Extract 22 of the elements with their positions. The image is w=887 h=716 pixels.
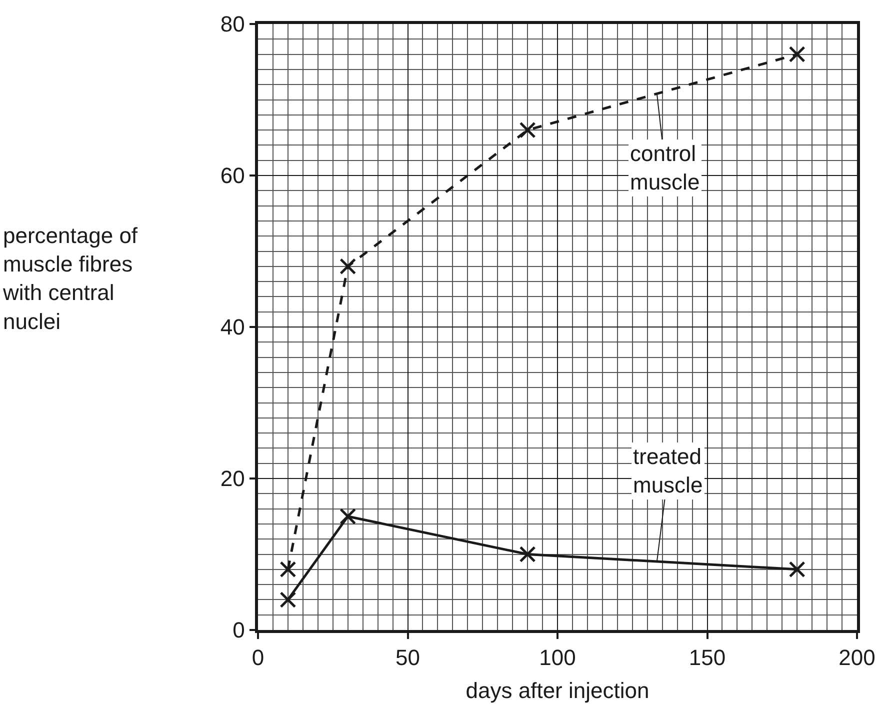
point	[340, 508, 356, 525]
point	[788, 46, 806, 63]
y-tick-label: 20	[220, 466, 245, 492]
x-tick-label: 0	[252, 645, 264, 670]
point	[519, 122, 536, 138]
x-axis-title: days after injection	[466, 678, 650, 704]
point	[340, 258, 356, 275]
x-tick-label: 50	[396, 645, 420, 670]
x-tick-label: 200	[838, 645, 876, 670]
y-tick-label: 0	[232, 618, 245, 643]
text: treated muscle	[633, 444, 703, 498]
x-tick-label: 150	[688, 645, 726, 670]
x-tick-label: 100	[539, 645, 576, 670]
point	[280, 591, 296, 608]
y-tick-label: 80	[220, 12, 245, 37]
point	[280, 561, 296, 578]
y-axis-title: percentage of muscle fibres with central nuclei	[2, 223, 138, 334]
point	[788, 561, 806, 578]
point	[519, 546, 536, 562]
y-tick-label: 60	[220, 163, 245, 188]
legend-label: control muscle	[630, 141, 700, 195]
y-tick-label: 40	[220, 314, 245, 340]
